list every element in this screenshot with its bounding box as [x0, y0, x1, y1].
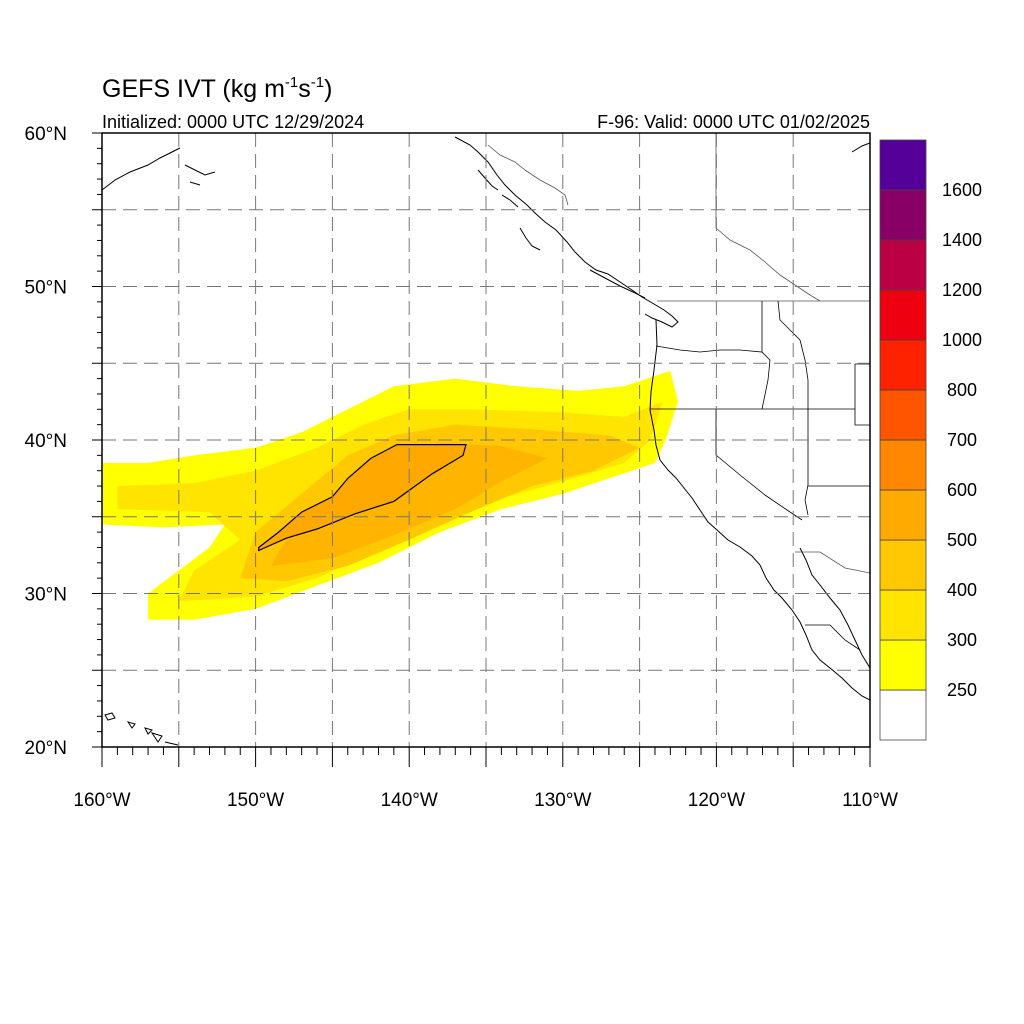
title-sup1: -1: [285, 74, 298, 91]
colorbar-swatch: [879, 289, 927, 341]
axis-ticks: [92, 132, 871, 767]
coastline-alaska: [454, 136, 679, 328]
colorbar-swatch: [879, 439, 927, 491]
boundary-ca-nv: [715, 409, 803, 521]
colorbar-label: 600: [947, 480, 977, 500]
colorbar-label: 250: [947, 680, 977, 700]
boundary-or-id: [761, 351, 771, 410]
colorbar-label: 700: [947, 430, 977, 450]
figure-title: GEFS IVT (kg m-1s-1): [102, 74, 332, 103]
colorbar-swatch: [879, 589, 927, 641]
colorbar-swatch: [879, 639, 927, 691]
colorbar-swatch: [879, 189, 927, 241]
longitude-labels: 160°W 150°W 140°W 130°W 120°W 110°W: [73, 790, 898, 811]
title-close: ): [324, 75, 332, 103]
colorbar-label: 400: [947, 580, 977, 600]
boundary-us-mexico: [795, 551, 870, 574]
valid-time-label: F-96: Valid: 0000 UTC 01/02/2025: [597, 112, 870, 132]
coastline-us-west: [649, 319, 870, 701]
init-time-label: Initialized: 0000 UTC 12/29/2024: [102, 112, 364, 132]
colorbar-label: 500: [947, 530, 977, 550]
boundary-nv-ut: [804, 409, 809, 516]
lat-tick-label: 30°N: [25, 585, 67, 606]
lat-tick-label: 40°N: [25, 431, 67, 452]
colorbar-swatch: [879, 339, 927, 391]
colorbar-label: 1600: [942, 180, 982, 200]
lon-tick-label: 130°W: [534, 790, 591, 811]
coastline-alaska-west: [102, 147, 216, 191]
lat-tick-label: 60°N: [25, 124, 67, 145]
boundary-idaho: [777, 300, 809, 409]
coastline-baja: [799, 547, 870, 669]
title-mid: s: [298, 75, 311, 103]
coastline-islands-bc: [477, 169, 646, 299]
latitude-labels: 60°N 50°N 40°N 30°N 20°N: [25, 124, 67, 759]
boundary-mexico-state: [805, 624, 861, 651]
colorbar-label: 1000: [942, 330, 982, 350]
colorbar-swatch: [879, 489, 927, 541]
colorbar-label: 800: [947, 380, 977, 400]
ivt-plume: [102, 370, 678, 620]
lat-tick-label: 20°N: [25, 738, 67, 759]
boundary-province: [715, 133, 821, 302]
colorbar-swatch: [879, 139, 927, 191]
coastline-hawaii: [104, 712, 179, 746]
lon-tick-label: 140°W: [381, 790, 438, 811]
colorbar-label: 300: [947, 630, 977, 650]
political-boundaries: [487, 133, 870, 651]
title-sup2: -1: [311, 74, 324, 91]
title-main: GEFS IVT (kg m: [102, 75, 285, 103]
coastlines: [102, 136, 870, 746]
colorbar-swatch: [879, 389, 927, 441]
colorbar-label: 1200: [942, 280, 982, 300]
colorbar-swatch: [879, 539, 927, 591]
colorbar-swatch: [879, 689, 927, 741]
ivt-band-600: [258, 444, 467, 552]
boundary-wy: [854, 363, 870, 426]
lon-tick-label: 150°W: [227, 790, 284, 811]
colorbar-swatch: [879, 239, 927, 291]
colorbar-label: 1400: [942, 230, 982, 250]
lat-tick-label: 50°N: [25, 278, 67, 299]
lon-tick-label: 120°W: [688, 790, 745, 811]
lon-tick-label: 160°W: [73, 790, 130, 811]
coastline-north: [851, 142, 870, 153]
ivt-band-500: [271, 443, 548, 566]
graticule: [102, 133, 870, 747]
colorbar: 250 300 400 500 600 700 800 1000 1200 1400 1600: [879, 139, 982, 741]
boundary-alaska-canada: [487, 144, 569, 206]
lon-tick-label: 110°W: [842, 790, 898, 811]
